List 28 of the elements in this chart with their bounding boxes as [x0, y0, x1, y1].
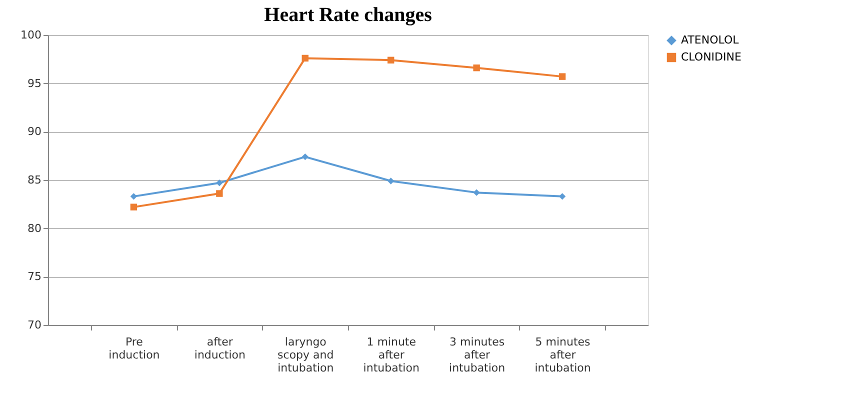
y-tick-label: 85 [28, 174, 42, 186]
legend-label: CLONIDINE [681, 50, 742, 64]
point [216, 190, 223, 197]
point [473, 189, 480, 196]
y-tick-label: 95 [28, 76, 42, 90]
x-tick-label: laryngo scopy and intubation [278, 336, 334, 374]
point [388, 178, 394, 184]
point [216, 180, 223, 186]
y-tick-label: 80 [28, 222, 42, 235]
x-tick-label: Pre induction [108, 336, 160, 362]
point [302, 54, 308, 62]
point [130, 204, 138, 210]
y-tick-label: 75 [28, 270, 42, 284]
x-tick-label: 5 minutes after intubation [534, 336, 591, 374]
x-tick-label: after induction [194, 336, 246, 362]
point [388, 56, 394, 64]
point [473, 64, 480, 72]
y-tick-label: 100 [20, 28, 42, 42]
y-tick-label: 70 [28, 318, 42, 332]
y-tick-label: 90 [28, 125, 42, 138]
point [302, 153, 308, 160]
legend-label: ATENOLOL [681, 34, 740, 46]
point [558, 193, 566, 200]
x-tick-label: 3 minutes after intubation [449, 336, 506, 374]
point [130, 193, 138, 200]
point [558, 73, 566, 80]
chart-title: Heart Rate changes [264, 4, 432, 26]
x-tick-label: 1 minute after intubation [363, 336, 420, 374]
